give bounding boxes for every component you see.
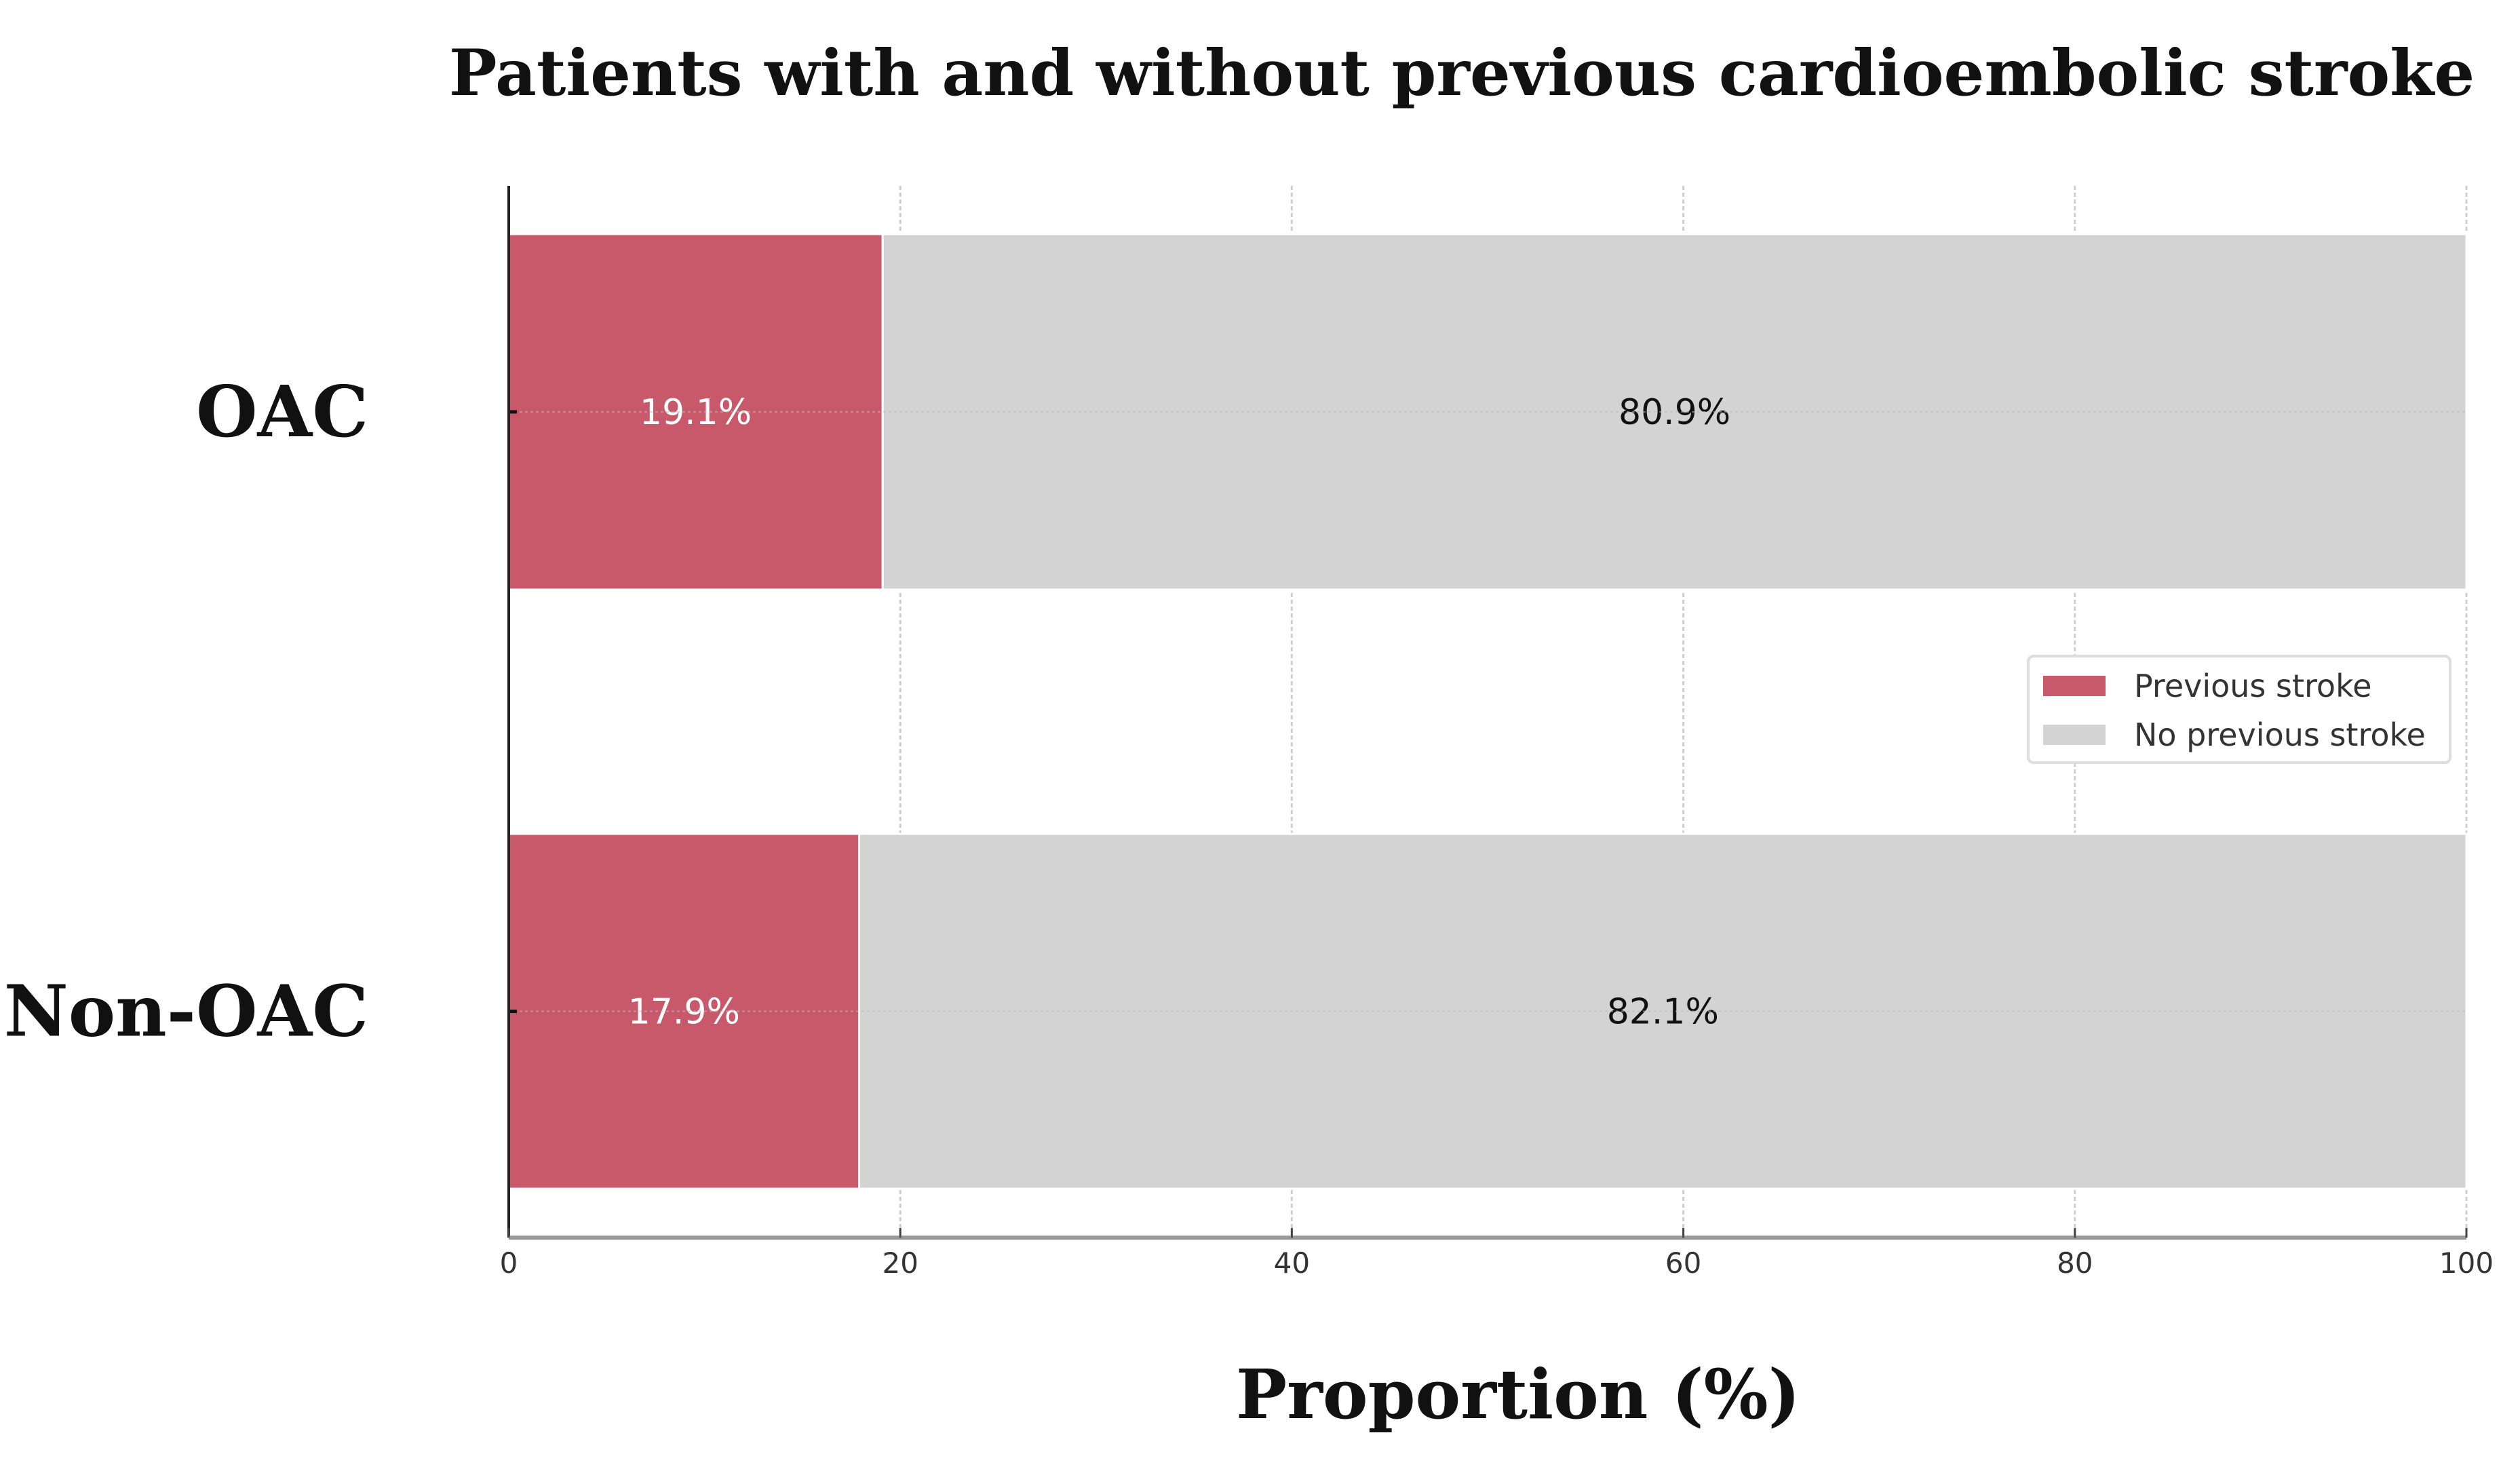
x-tick-label: 0 (500, 1246, 518, 1280)
data-label: 80.9% (1618, 392, 1730, 433)
x-tick-label: 40 (1274, 1246, 1310, 1280)
legend-label: Previous stroke (2134, 668, 2371, 704)
x-tick-label: 80 (2057, 1246, 2093, 1280)
legend-swatch (2043, 676, 2106, 696)
x-tick-label: 20 (882, 1246, 918, 1280)
bars: 19.1% 80.9%17.9% 82.1% (507, 233, 2468, 1190)
legend-box (2027, 655, 2451, 764)
chart-title: Patients with and without previous cardi… (449, 36, 2475, 111)
legend: Previous stroke No previous stroke (2027, 655, 2451, 764)
legend-swatch (2043, 725, 2106, 745)
data-label: 82.1% (1607, 992, 1719, 1033)
category-label: OAC (196, 370, 368, 453)
category-label: Non-OAC (4, 970, 368, 1053)
x-tick-label: 100 (2439, 1246, 2494, 1280)
legend-label: No previous stroke (2134, 717, 2426, 753)
axes: OAC Non-OAC 0 20 40 60 80 100 (4, 186, 2494, 1280)
x-axis-label: Proportion (%) (1236, 1354, 1800, 1434)
x-tick-label: 60 (1665, 1246, 1701, 1280)
